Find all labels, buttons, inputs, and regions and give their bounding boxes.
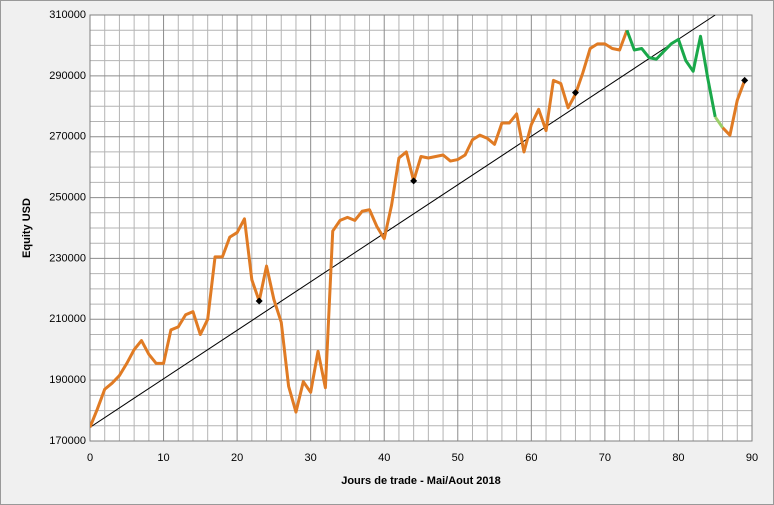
marker <box>571 89 579 97</box>
y-tick-label: 170000 <box>49 435 86 447</box>
x-tick-label: 0 <box>87 452 93 464</box>
x-axis-label: Jours de trade - Mai/Aout 2018 <box>341 475 501 487</box>
y-tick-label: 230000 <box>49 252 86 264</box>
x-tick-label: 10 <box>157 452 169 464</box>
y-tick-label: 210000 <box>49 313 86 325</box>
y-tick-label: 290000 <box>49 70 86 82</box>
x-tick-label: 20 <box>231 452 243 464</box>
y-axis-label: Equity USD <box>21 198 33 258</box>
x-tick-label: 50 <box>452 452 464 464</box>
marker <box>410 177 418 185</box>
x-tick-label: 30 <box>305 452 317 464</box>
y-tick-label: 310000 <box>49 9 86 21</box>
y-tick-label: 270000 <box>49 131 86 143</box>
x-tick-label: 90 <box>746 452 758 464</box>
x-tick-label: 40 <box>378 452 390 464</box>
series-line <box>625 29 717 118</box>
x-tick-label: 70 <box>599 452 611 464</box>
x-tick-label: 80 <box>672 452 684 464</box>
x-tick-label: 60 <box>525 452 537 464</box>
marker <box>741 76 749 84</box>
trend-line <box>90 15 716 428</box>
y-tick-label: 250000 <box>49 191 86 203</box>
series-line <box>90 29 747 428</box>
y-tick-label: 190000 <box>49 374 86 386</box>
plot-border <box>89 14 753 442</box>
marker <box>255 297 263 305</box>
series-line <box>713 116 724 129</box>
